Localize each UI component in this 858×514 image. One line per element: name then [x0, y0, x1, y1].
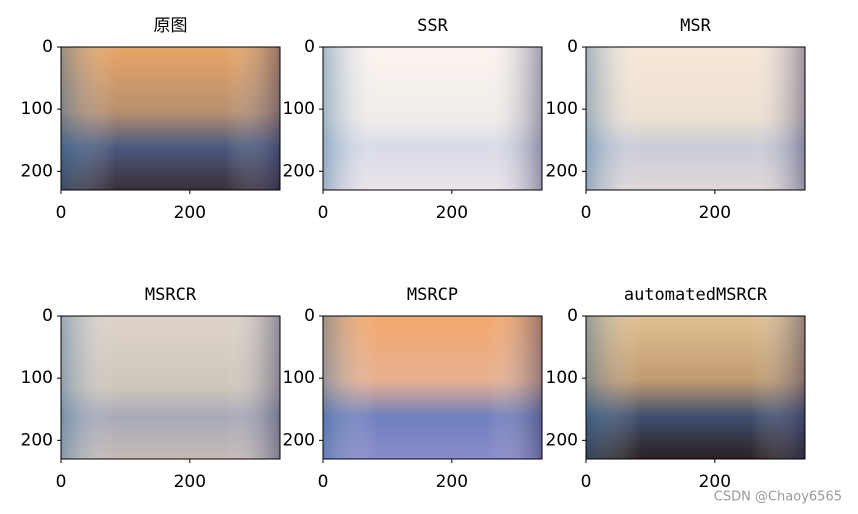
- image-shade: [323, 47, 542, 190]
- y-tick-label: 100: [283, 99, 315, 119]
- subplot-title: SSR: [417, 16, 448, 36]
- x-tick-label: 0: [318, 472, 329, 492]
- x-tick-label: 0: [56, 203, 67, 223]
- image-shade: [586, 47, 805, 190]
- y-tick-label: 200: [283, 430, 315, 450]
- x-tick-label: 0: [56, 472, 67, 492]
- subplot-title: MSRCR: [145, 285, 197, 305]
- y-tick-label: 0: [304, 37, 315, 57]
- x-tick-label: 200: [699, 472, 731, 492]
- y-tick-label: 200: [21, 430, 53, 450]
- axes-frame: [585, 46, 806, 191]
- image-shade: [586, 316, 805, 459]
- axes-frame: [585, 315, 806, 460]
- y-tick-label: 200: [546, 430, 578, 450]
- x-tick-label: 0: [581, 472, 592, 492]
- y-tick-label: 200: [546, 161, 578, 181]
- y-tick-label: 100: [546, 368, 578, 388]
- subplot-title: automatedMSRCR: [624, 285, 768, 305]
- axes-frame: [322, 315, 543, 460]
- x-tick-label: 0: [581, 203, 592, 223]
- x-tick-label: 200: [699, 203, 731, 223]
- x-tick-label: 200: [436, 472, 468, 492]
- x-tick-label: 200: [436, 203, 468, 223]
- image-shade: [323, 316, 542, 459]
- x-tick-label: 200: [174, 472, 206, 492]
- image-shade: [61, 316, 280, 459]
- y-tick-label: 0: [42, 306, 53, 326]
- y-tick-label: 0: [304, 306, 315, 326]
- axes-frame: [60, 46, 281, 191]
- y-tick-label: 100: [21, 99, 53, 119]
- y-tick-label: 200: [283, 161, 315, 181]
- y-tick-label: 200: [21, 161, 53, 181]
- subplot-title: MSRCP: [407, 285, 458, 305]
- axes-frame: [60, 315, 281, 460]
- y-tick-label: 100: [21, 368, 53, 388]
- y-tick-label: 0: [42, 37, 53, 57]
- y-tick-label: 0: [567, 306, 578, 326]
- subplot-title: MSR: [680, 16, 711, 36]
- y-tick-label: 100: [283, 368, 315, 388]
- x-tick-label: 200: [174, 203, 206, 223]
- image-shade: [61, 47, 280, 190]
- axes-frame: [322, 46, 543, 191]
- watermark: CSDN @Chaoy6565: [714, 490, 842, 505]
- x-tick-label: 0: [318, 203, 329, 223]
- subplot-title: 原图: [154, 16, 188, 36]
- y-tick-label: 0: [567, 37, 578, 57]
- y-tick-label: 100: [546, 99, 578, 119]
